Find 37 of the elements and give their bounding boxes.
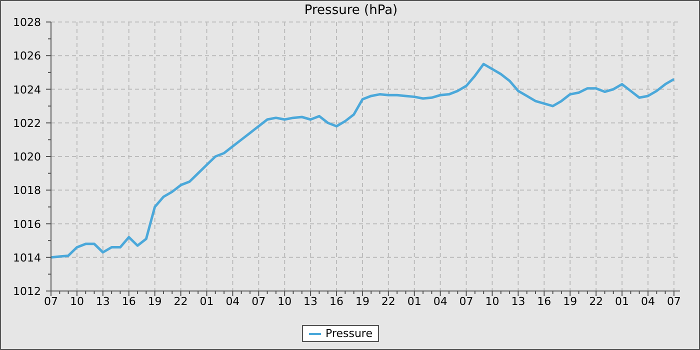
x-tick-label: 19	[355, 295, 370, 308]
y-tick-label: 1018	[13, 184, 41, 198]
x-tick-label: 07	[252, 295, 266, 308]
x-tick-label: 04	[433, 295, 448, 308]
y-tick-label: 1014	[13, 251, 41, 264]
x-tick-label: 22	[589, 295, 604, 308]
x-tick-label: 04	[226, 295, 240, 308]
x-tick-label: 13	[511, 295, 526, 308]
x-tick-label: 10	[485, 295, 500, 308]
y-tick-label: 1020	[13, 150, 41, 164]
y-tick-label: 1028	[13, 16, 41, 29]
y-tick-label: 1016	[13, 218, 41, 231]
x-tick-label: 19	[148, 295, 162, 308]
chart-title: Pressure (hPa)	[304, 3, 398, 18]
x-tick-label: 16	[330, 295, 344, 308]
y-tick-label: 1012	[13, 285, 41, 298]
x-tick-label: 22	[381, 295, 396, 308]
x-tick-label: 01	[200, 295, 214, 308]
x-tick-label: 01	[407, 295, 422, 308]
x-tick-label: 01	[615, 295, 630, 308]
x-tick-label: 16	[122, 295, 136, 308]
x-tick-label: 10	[278, 295, 292, 308]
x-tick-label: 13	[96, 295, 110, 308]
line-series	[51, 62, 676, 259]
x-tick-label: 07	[459, 295, 474, 308]
legend-label: Pressure	[324, 327, 372, 340]
x-tick-label: 13	[304, 295, 318, 308]
x-tick-label: 16	[537, 295, 552, 308]
y-tick-label: 1026	[13, 50, 41, 63]
x-tick-label: 07	[44, 295, 58, 308]
x-tick-label: 07	[666, 295, 681, 308]
x-tick-label: 22	[174, 295, 188, 308]
x-tick-label: 10	[70, 295, 84, 308]
y-tick-label: 1024	[13, 83, 41, 96]
x-tick-label: 04	[640, 295, 655, 308]
x-tick-label: 19	[563, 295, 578, 308]
y-tick-label: 1022	[13, 116, 41, 130]
